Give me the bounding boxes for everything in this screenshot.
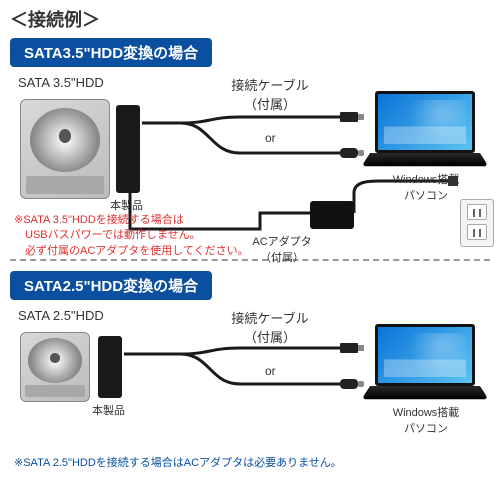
hdd35-label: SATA 3.5"HDD [18,75,104,90]
diagram-35: SATA 3.5"HDD 本製品 接続ケーブル （付属） or [10,73,490,253]
or-text-2: or [265,364,276,378]
ac-sub: （付属） [260,252,304,264]
adapter-label-2: 本製品 [92,402,125,418]
laptop-label-1b: パソコン [404,190,448,202]
hdd25-label: SATA 2.5"HDD [18,308,104,323]
note35-l3: 必ず付属のACアダプタを使用してください。 [14,244,249,259]
note35-l2: USBバスパワーでは動作しません。 [14,228,249,243]
outlet-icon [460,199,494,247]
hdd-35-icon [20,99,110,199]
section1-header: SATA3.5"HDD変換の場合 [10,38,212,67]
diagram-25: SATA 2.5"HDD 本製品 接続ケーブル （付属） or Windows搭… [10,306,490,456]
section-sata35: SATA3.5"HDD変換の場合 SATA 3.5"HDD 本製品 接続ケーブル… [0,34,500,253]
ac-label-text: ACアダプタ [252,236,311,248]
hdd-25-icon [20,332,90,402]
laptop-label-2: Windows搭載 パソコン [376,404,476,436]
adapter-icon-2 [98,336,122,398]
cable-sub-1: （付属） [244,97,296,112]
ac-label: ACアダプタ （付属） [242,233,322,265]
ac-adapter-icon [310,201,354,229]
cable-label-1-text: 接続ケーブル [231,78,308,93]
or-text-1: or [265,131,276,145]
laptop-label-2a: Windows搭載 [393,407,460,419]
section2-header: SATA2.5"HDD変換の場合 [10,271,212,300]
note-35: ※SATA 3.5"HDDを接続する場合は USBバスパワーでは動作しません。 … [14,213,249,259]
cable-sub-2: （付属） [244,330,296,345]
laptop-label-2b: パソコン [404,423,448,435]
cable-label-2-text: 接続ケーブル [231,311,308,326]
cable-label-1: 接続ケーブル （付属） [220,75,320,113]
adapter-icon [116,105,140,193]
laptop-icon-1 [370,91,480,167]
adapter-label-1: 本製品 [110,197,143,213]
page-title: ＜接続例＞ [0,0,500,34]
note-25: ※SATA 2.5"HDDを接続する場合はACアダプタは必要ありません。 [10,456,490,471]
laptop-label-1a: Windows搭載 [393,174,460,186]
section-sata25: SATA2.5"HDD変換の場合 SATA 2.5"HDD 本製品 接続ケーブル… [0,267,500,471]
laptop-icon-2 [370,324,480,400]
cable-label-2: 接続ケーブル （付属） [220,308,320,346]
note35-l1: ※SATA 3.5"HDDを接続する場合は [14,213,249,228]
